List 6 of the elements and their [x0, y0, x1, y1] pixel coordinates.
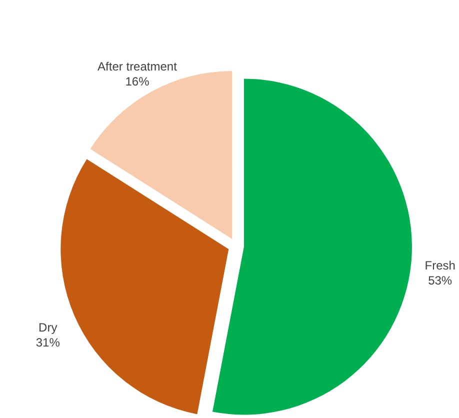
- slice-label: Dry: [38, 320, 58, 334]
- slice-label: After treatment: [98, 59, 178, 74]
- data-label: 16%: [125, 74, 150, 88]
- data-label: 31%: [36, 335, 60, 350]
- slice-label: Fresh: [424, 258, 456, 272]
- data-label: 53%: [428, 273, 452, 288]
